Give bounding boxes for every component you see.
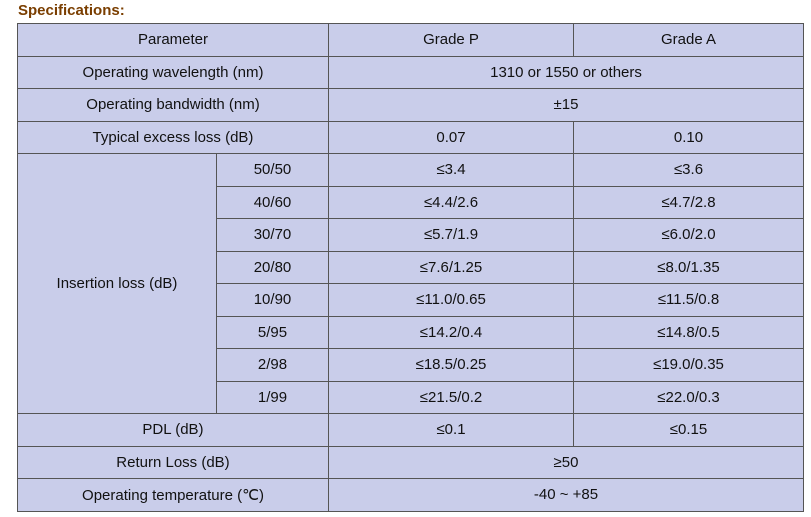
table-cell: ≤22.0/0.3 (573, 380, 804, 414)
table-cell: Insertion loss (dB) (17, 153, 217, 414)
table-cell: Return Loss (dB) (17, 445, 329, 479)
table-row: Return Loss (dB) ≥50 (17, 445, 804, 479)
table-cell: Grade A (573, 23, 804, 57)
table-cell: ≤8.0/1.35 (573, 250, 804, 284)
table-row: 40/60 ≤4.4/2.6 ≤4.7/2.8 (18, 185, 804, 219)
table-cell: ≤4.4/2.6 (328, 185, 574, 219)
table-cell: 1/99 (216, 380, 329, 414)
table-cell: Operating temperature (℃) (17, 478, 329, 512)
table-cell: ≤6.0/2.0 (573, 218, 804, 252)
table-cell: 50/50 (216, 153, 329, 187)
table-body: Parameter Grade P Grade A Operating wavelen… (17, 23, 804, 512)
table-cell: -40 ~ +85 (328, 478, 804, 512)
table-cell: ≤19.0/0.35 (573, 348, 804, 382)
table-row: 1/99 ≤21.5/0.2 ≤22.0/0.3 (18, 380, 804, 414)
table-cell: 0.07 (328, 120, 574, 154)
table-row: 10/90 ≤11.0/0.65 ≤11.5/0.8 (18, 283, 804, 317)
table-row: 30/70 ≤5.7/1.9 ≤6.0/2.0 (18, 218, 804, 252)
heading: Specifications: (18, 2, 125, 19)
table-cell: ≤14.8/0.5 (573, 315, 804, 349)
table-row: 5/95 ≤14.2/0.4 ≤14.8/0.5 (18, 315, 804, 349)
table-cell: ≤0.15 (573, 413, 804, 447)
table-cell: 0.10 (573, 120, 804, 154)
table-cell: ≤3.4 (328, 153, 574, 187)
table-cell: ≤4.7/2.8 (573, 185, 804, 219)
table-row: 2/98 ≤18.5/0.25 ≤19.0/0.35 (18, 348, 804, 382)
table-cell: ≤11.0/0.65 (328, 283, 574, 317)
table-cell: 40/60 (216, 185, 329, 219)
table-cell: ≥50 (328, 445, 804, 479)
table-row: Operating bandwidth (nm) ±15 (17, 88, 804, 122)
table-cell: ≤14.2/0.4 (328, 315, 574, 349)
table-row: Operating wavelength (nm) 1310 or 1550 or… (17, 55, 804, 89)
spec-table: Parameter Grade P Grade A Operating wavelen… (17, 23, 804, 512)
table-cell: 2/98 (216, 348, 329, 382)
table-cell: 30/70 (216, 218, 329, 252)
table-cell: Typical excess loss (dB) (17, 120, 329, 154)
table-cell: 1310 or 1550 or others (328, 55, 804, 89)
table-cell: ≤21.5/0.2 (328, 380, 574, 414)
table-cell: 5/95 (216, 315, 329, 349)
table-cell: Grade P (328, 23, 574, 57)
table-cell: PDL (dB) (17, 413, 329, 447)
table-cell: ≤3.6 (573, 153, 804, 187)
table-cell: ≤7.6/1.25 (328, 250, 574, 284)
table-row: Operating temperature (℃) -40 ~ +85 (17, 478, 804, 512)
table-row: Parameter Grade P Grade A (17, 23, 804, 57)
table-cell: ≤18.5/0.25 (328, 348, 574, 382)
table-row: Insertion loss (dB) 50/50 ≤3.4 ≤3.6 (17, 153, 804, 414)
table-cell: ≤0.1 (328, 413, 574, 447)
table-cell: 20/80 (216, 250, 329, 284)
table-cell: Operating wavelength (nm) (17, 55, 329, 89)
table-cell: Operating bandwidth (nm) (17, 88, 329, 122)
table-row: 20/80 ≤7.6/1.25 ≤8.0/1.35 (18, 250, 804, 284)
table-row: Typical excess loss (dB) 0.07 0.10 (17, 120, 804, 154)
table-cell: 10/90 (216, 283, 329, 317)
table-cell: ≤11.5/0.8 (573, 283, 804, 317)
table-cell: ±15 (328, 88, 804, 122)
table-cell: Parameter (17, 23, 329, 57)
table-cell: ≤5.7/1.9 (328, 218, 574, 252)
table-row: PDL (dB) ≤0.1 ≤0.15 (17, 413, 804, 447)
